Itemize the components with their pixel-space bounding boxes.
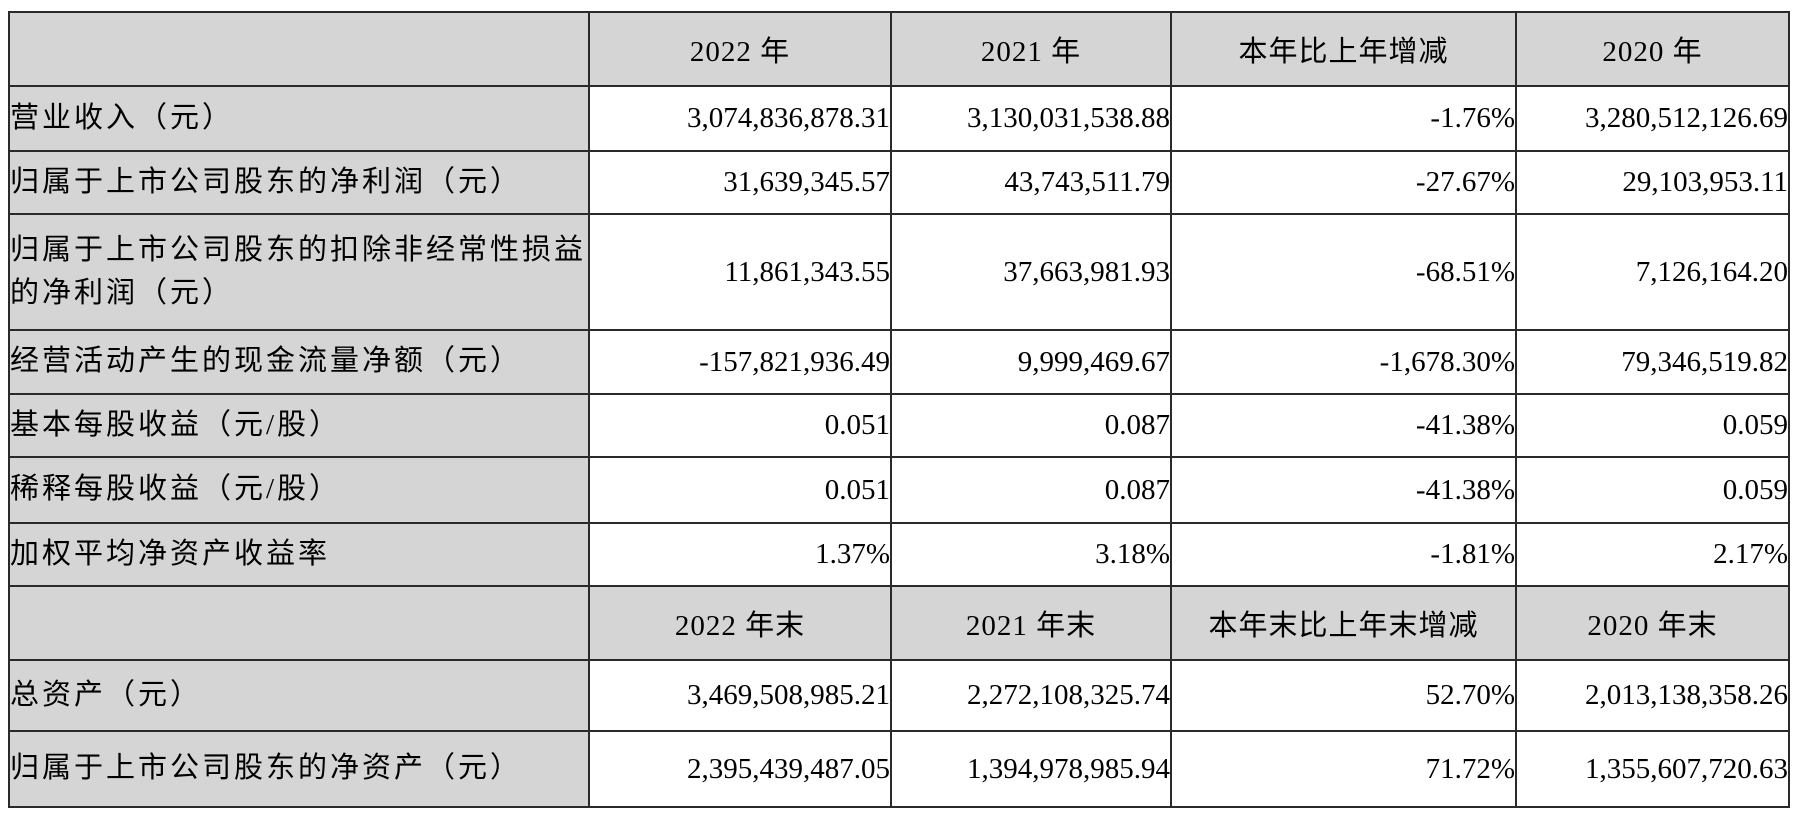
row-basic-eps-label: 基本每股收益（元/股） bbox=[8, 393, 590, 458]
period-header-2020: 2020 年 bbox=[1515, 11, 1790, 87]
key-financials-table: 2022 年 2021 年 本年比上年增减 2020 年 营业收入（元） 3,0… bbox=[8, 11, 1790, 808]
eoy-header-change: 本年末比上年末增减 bbox=[1170, 585, 1517, 661]
row-net-assets-attributable-2020: 1,355,607,720.63 bbox=[1515, 730, 1790, 808]
row-net-assets-attributable-2021: 1,394,978,985.94 bbox=[890, 730, 1172, 808]
row-total-assets-change: 52.70% bbox=[1170, 659, 1517, 732]
row-net-profit-deducted-nonrecurring-2020: 7,126,164.20 bbox=[1515, 213, 1790, 331]
row-total-assets-2021: 2,272,108,325.74 bbox=[890, 659, 1172, 732]
row-net-profit-attributable-change: -27.67% bbox=[1170, 150, 1517, 215]
row-operating-cash-flow-net: 经营活动产生的现金流量净额（元） -157,821,936.49 9,999,4… bbox=[8, 329, 1790, 395]
row-operating-cash-flow-net-2020: 79,346,519.82 bbox=[1515, 329, 1790, 395]
row-total-assets-2020: 2,013,138,358.26 bbox=[1515, 659, 1790, 732]
period-header-2021: 2021 年 bbox=[890, 11, 1172, 87]
row-basic-eps-2022: 0.051 bbox=[588, 393, 892, 458]
row-diluted-eps-2020: 0.059 bbox=[1515, 456, 1790, 524]
row-revenue: 营业收入（元） 3,074,836,878.31 3,130,031,538.8… bbox=[8, 85, 1790, 152]
row-net-profit-deducted-nonrecurring-2022: 11,861,343.55 bbox=[588, 213, 892, 331]
row-net-assets-attributable-label: 归属于上市公司股东的净资产（元） bbox=[8, 730, 590, 808]
row-revenue-2020: 3,280,512,126.69 bbox=[1515, 85, 1790, 152]
row-net-profit-deducted-nonrecurring-2021: 37,663,981.93 bbox=[890, 213, 1172, 331]
eoy-header-row: 2022 年末 2021 年末 本年末比上年末增减 2020 年末 bbox=[8, 585, 1790, 661]
row-basic-eps-2021: 0.087 bbox=[890, 393, 1172, 458]
row-weighted-avg-roe-label: 加权平均净资产收益率 bbox=[8, 522, 590, 587]
row-weighted-avg-roe: 加权平均净资产收益率 1.37% 3.18% -1.81% 2.17% bbox=[8, 522, 1790, 587]
row-total-assets-label: 总资产（元） bbox=[8, 659, 590, 732]
row-total-assets: 总资产（元） 3,469,508,985.21 2,272,108,325.74… bbox=[8, 659, 1790, 732]
row-basic-eps: 基本每股收益（元/股） 0.051 0.087 -41.38% 0.059 bbox=[8, 393, 1790, 458]
row-diluted-eps-2021: 0.087 bbox=[890, 456, 1172, 524]
period-header-change: 本年比上年增减 bbox=[1170, 11, 1517, 87]
row-diluted-eps-label: 稀释每股收益（元/股） bbox=[8, 456, 590, 524]
row-revenue-change: -1.76% bbox=[1170, 85, 1517, 152]
row-basic-eps-change: -41.38% bbox=[1170, 393, 1517, 458]
row-revenue-2021: 3,130,031,538.88 bbox=[890, 85, 1172, 152]
row-revenue-2022: 3,074,836,878.31 bbox=[588, 85, 892, 152]
row-operating-cash-flow-net-change: -1,678.30% bbox=[1170, 329, 1517, 395]
row-net-profit-attributable-label: 归属于上市公司股东的净利润（元） bbox=[8, 150, 590, 215]
row-diluted-eps: 稀释每股收益（元/股） 0.051 0.087 -41.38% 0.059 bbox=[8, 456, 1790, 524]
row-revenue-label: 营业收入（元） bbox=[8, 85, 590, 152]
row-basic-eps-2020: 0.059 bbox=[1515, 393, 1790, 458]
row-net-profit-attributable-2022: 31,639,345.57 bbox=[588, 150, 892, 215]
row-net-assets-attributable-change: 71.72% bbox=[1170, 730, 1517, 808]
row-net-assets-attributable-2022: 2,395,439,487.05 bbox=[588, 730, 892, 808]
eoy-header-2020: 2020 年末 bbox=[1515, 585, 1790, 661]
row-net-profit-deducted-nonrecurring-change: -68.51% bbox=[1170, 213, 1517, 331]
period-header-row: 2022 年 2021 年 本年比上年增减 2020 年 bbox=[8, 11, 1790, 87]
row-weighted-avg-roe-2021: 3.18% bbox=[890, 522, 1172, 587]
row-weighted-avg-roe-2020: 2.17% bbox=[1515, 522, 1790, 587]
row-operating-cash-flow-net-2022: -157,821,936.49 bbox=[588, 329, 892, 395]
period-header-blank bbox=[8, 11, 590, 87]
row-total-assets-2022: 3,469,508,985.21 bbox=[588, 659, 892, 732]
row-net-profit-attributable: 归属于上市公司股东的净利润（元） 31,639,345.57 43,743,51… bbox=[8, 150, 1790, 215]
row-operating-cash-flow-net-2021: 9,999,469.67 bbox=[890, 329, 1172, 395]
row-weighted-avg-roe-2022: 1.37% bbox=[588, 522, 892, 587]
row-weighted-avg-roe-change: -1.81% bbox=[1170, 522, 1517, 587]
row-diluted-eps-change: -41.38% bbox=[1170, 456, 1517, 524]
row-net-assets-attributable: 归属于上市公司股东的净资产（元） 2,395,439,487.05 1,394,… bbox=[8, 730, 1790, 808]
period-header-2022: 2022 年 bbox=[588, 11, 892, 87]
eoy-header-blank bbox=[8, 585, 590, 661]
row-net-profit-deducted-nonrecurring: 归属于上市公司股东的扣除非经常性损益的净利润（元） 11,861,343.55 … bbox=[8, 213, 1790, 331]
row-net-profit-attributable-2021: 43,743,511.79 bbox=[890, 150, 1172, 215]
row-diluted-eps-2022: 0.051 bbox=[588, 456, 892, 524]
row-net-profit-attributable-2020: 29,103,953.11 bbox=[1515, 150, 1790, 215]
row-operating-cash-flow-net-label: 经营活动产生的现金流量净额（元） bbox=[8, 329, 590, 395]
eoy-header-2021: 2021 年末 bbox=[890, 585, 1172, 661]
row-net-profit-deducted-nonrecurring-label: 归属于上市公司股东的扣除非经常性损益的净利润（元） bbox=[8, 213, 590, 331]
eoy-header-2022: 2022 年末 bbox=[588, 585, 892, 661]
